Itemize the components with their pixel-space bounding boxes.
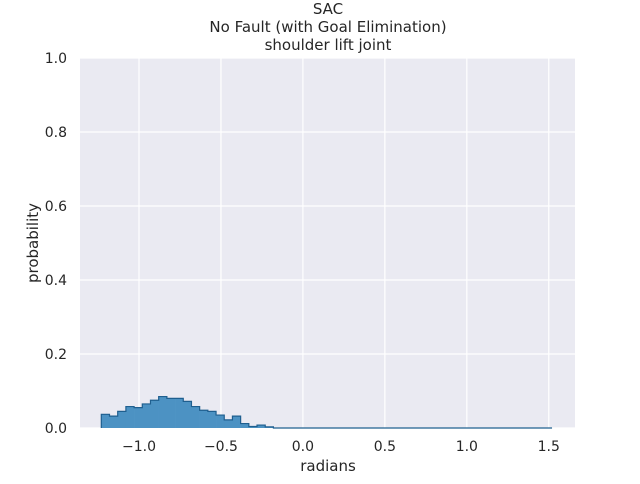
histogram-bar <box>207 411 217 428</box>
x-tick-label: 0.5 <box>374 439 396 455</box>
histogram-bar <box>101 414 110 428</box>
histogram-bar <box>142 403 151 428</box>
y-tick-label: 0.0 <box>45 421 67 437</box>
histogram-bar <box>109 416 118 428</box>
histogram-bar <box>158 396 168 428</box>
histogram-bar <box>224 419 233 428</box>
histogram-outline <box>100 395 553 429</box>
y-tick-label: 0.2 <box>45 347 67 363</box>
title-line-3: shoulder lift joint <box>265 36 392 54</box>
histogram-bar <box>150 400 159 428</box>
histogram-bar <box>125 406 135 428</box>
histogram-bar <box>248 426 258 428</box>
y-axis-label: probability <box>24 203 42 283</box>
x-tick-label: −1.0 <box>122 439 156 455</box>
y-tick-label: 0.4 <box>45 273 67 289</box>
histogram-bar <box>117 411 127 428</box>
x-tick-label: −0.5 <box>204 439 238 455</box>
title-line-1: SAC <box>313 0 343 18</box>
histogram-bar <box>216 415 225 428</box>
x-tick-label: 0.0 <box>292 439 314 455</box>
title-line-2: No Fault (with Goal Elimination) <box>209 18 446 36</box>
y-tick-label: 0.6 <box>45 199 67 215</box>
histogram-bar <box>257 425 266 428</box>
x-tick-label: 1.5 <box>538 439 560 455</box>
y-tick-label: 0.8 <box>45 125 67 141</box>
histogram-bar <box>166 398 176 428</box>
x-axis-ticks: −1.0 −0.5 0.0 0.5 1.0 1.5 <box>122 439 560 455</box>
x-axis-label: radians <box>300 457 356 475</box>
histogram-bar <box>175 398 184 428</box>
histogram-bar <box>134 407 143 428</box>
histogram-bar <box>183 401 192 428</box>
histogram-bar <box>199 410 209 428</box>
histogram-bars <box>100 395 553 429</box>
histogram-bar <box>191 406 200 428</box>
x-tick-label: 1.0 <box>456 439 478 455</box>
y-axis-ticks: 0.0 0.2 0.4 0.6 0.8 1.0 <box>45 51 67 437</box>
histogram-bar <box>240 423 250 428</box>
plot-area <box>80 58 575 428</box>
chart-title: SAC No Fault (with Goal Elimination) sho… <box>209 0 446 54</box>
y-tick-label: 1.0 <box>45 51 67 67</box>
histogram-bar <box>232 416 241 428</box>
